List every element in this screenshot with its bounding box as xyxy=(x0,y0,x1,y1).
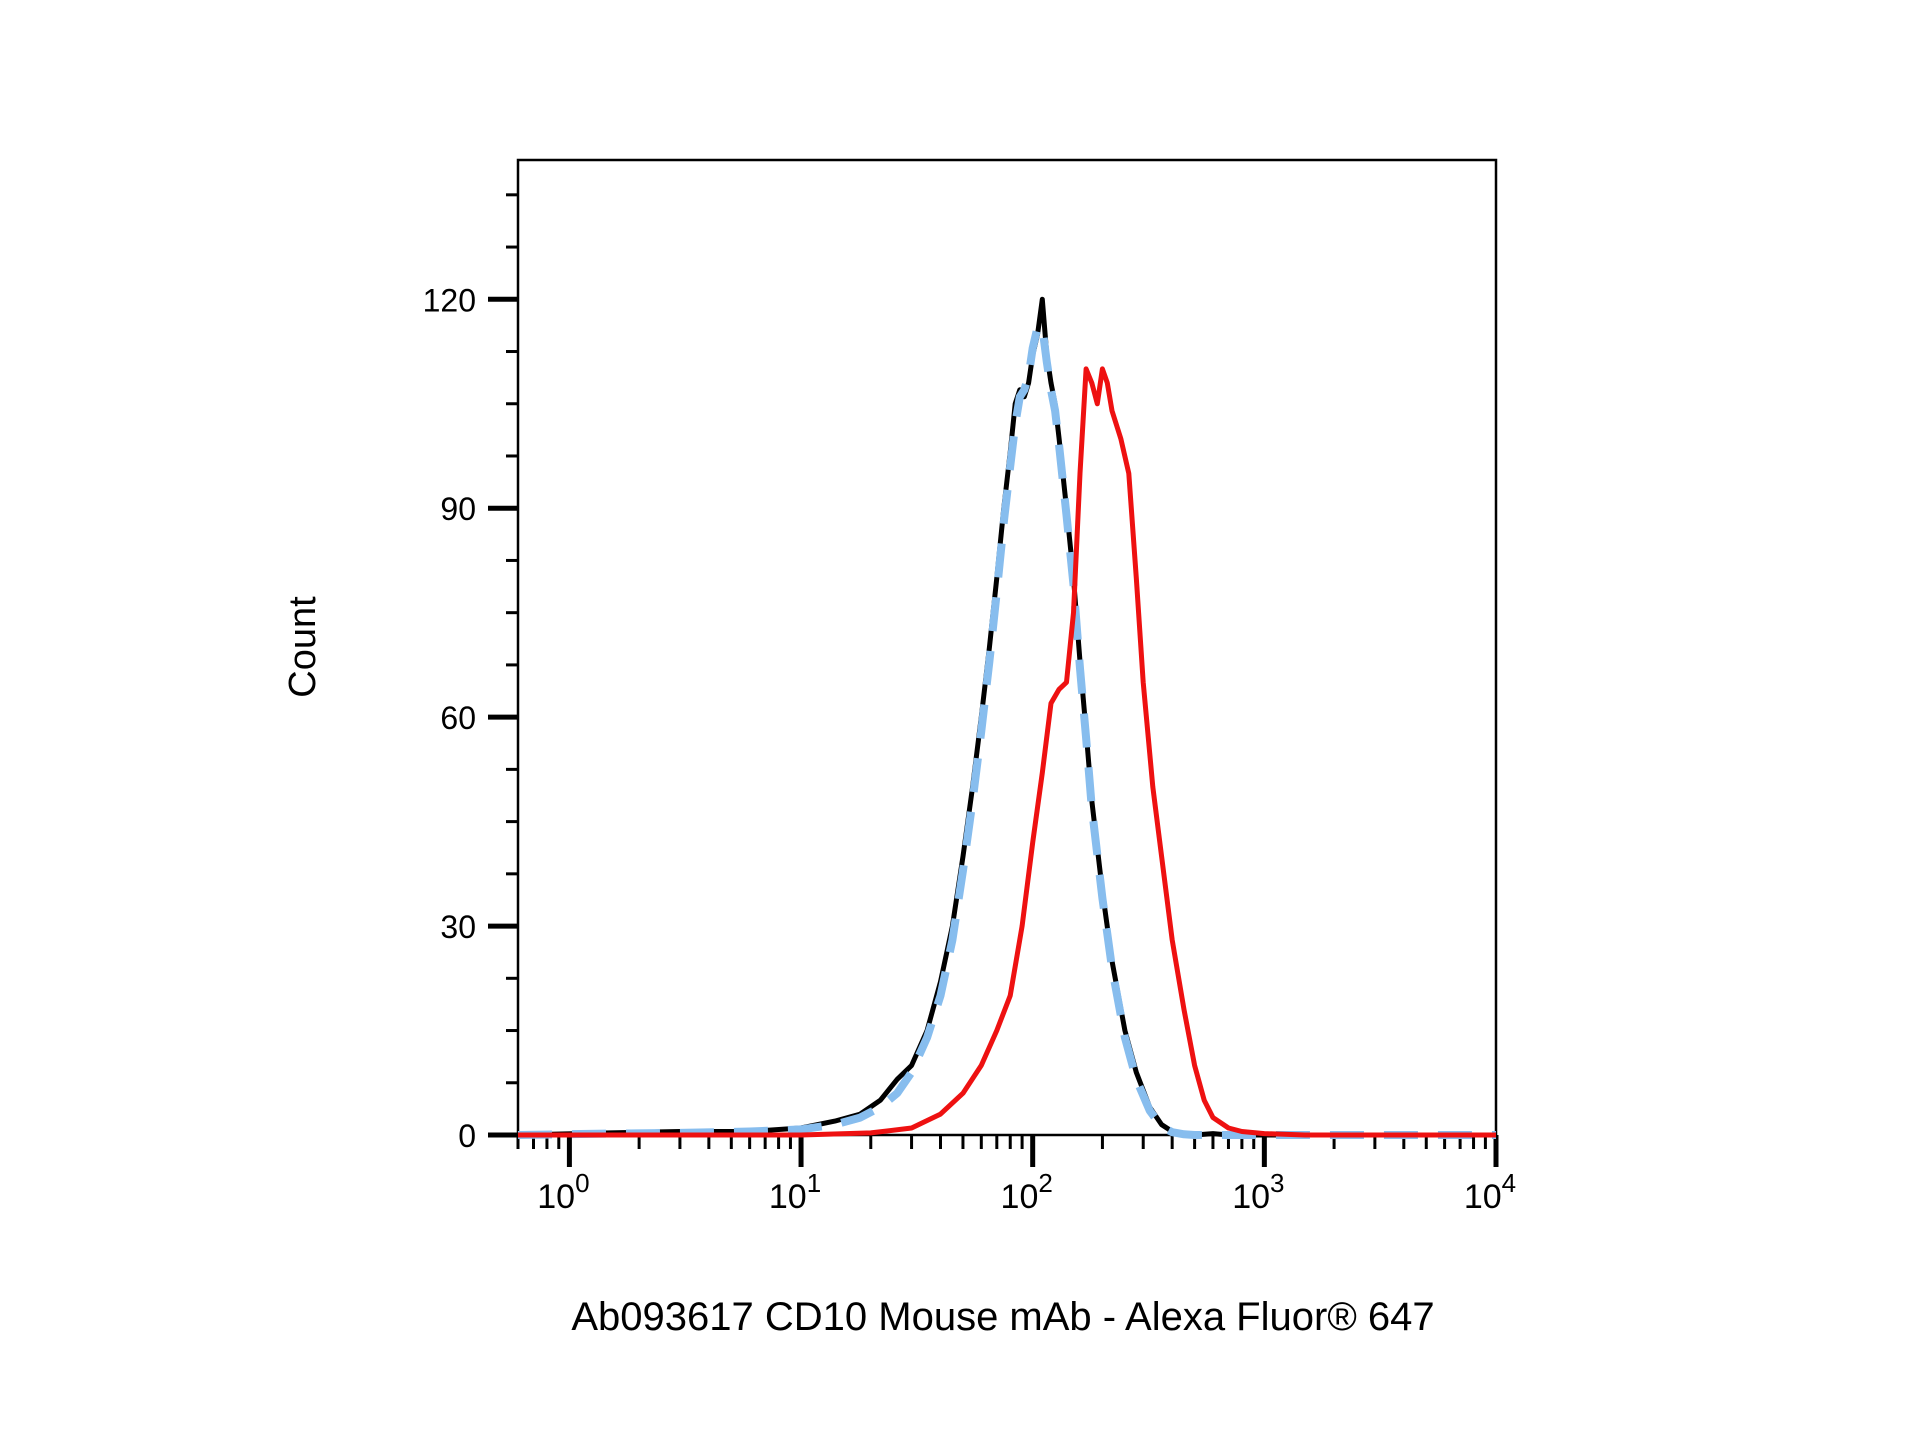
histogram-line-2 xyxy=(518,366,1496,1138)
x-tick-label-base: 10 xyxy=(1001,1178,1039,1216)
x-tick-label-base: 10 xyxy=(769,1178,807,1216)
series-layer xyxy=(517,296,1496,1139)
x-tick-label-base: 10 xyxy=(537,1178,575,1216)
y-axis-title: Count xyxy=(282,596,324,698)
plot-area-frame xyxy=(516,158,1498,1137)
x-tick-label-exponent: 4 xyxy=(1502,1168,1516,1198)
y-tick-label: 30 xyxy=(440,909,476,945)
x-axis-title: Ab093617 CD10 Mouse mAb - Alexa Fluor® 6… xyxy=(571,1295,1434,1339)
x-tick-label-exponent: 2 xyxy=(1038,1168,1052,1198)
x-tick-label: 104 xyxy=(1464,1168,1516,1216)
y-tick-label: 60 xyxy=(440,700,476,736)
y-tick-label: 120 xyxy=(423,282,476,318)
x-tick-label: 101 xyxy=(769,1168,821,1216)
x-tick-label: 103 xyxy=(1232,1168,1284,1216)
x-tick-label: 100 xyxy=(537,1168,589,1216)
x-tick-label-base: 10 xyxy=(1232,1178,1270,1216)
x-axis: 100 101 102 103 104 xyxy=(516,1135,1516,1216)
y-axis: 0 30 60 90 120 xyxy=(423,193,518,1154)
histogram-line-1 xyxy=(517,323,1496,1139)
y-tick-label: 0 xyxy=(458,1118,476,1154)
x-tick-label-base: 10 xyxy=(1464,1178,1502,1216)
x-tick-label-exponent: 3 xyxy=(1270,1168,1284,1198)
x-tick-label-exponent: 1 xyxy=(807,1168,821,1198)
x-tick-label: 102 xyxy=(1001,1168,1053,1216)
y-tick-label: 90 xyxy=(440,491,476,527)
x-tick-label-exponent: 0 xyxy=(575,1168,589,1198)
